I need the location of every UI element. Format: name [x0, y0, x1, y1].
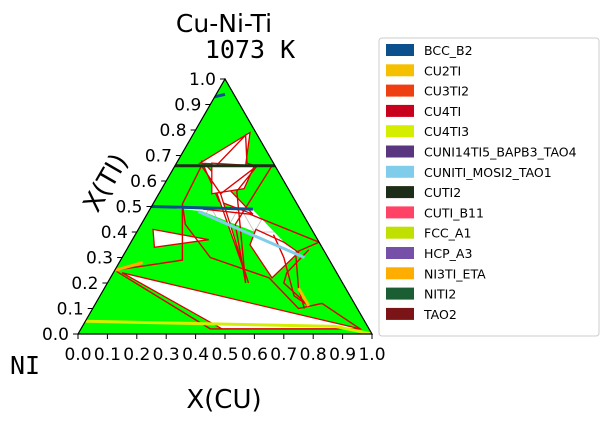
- legend-label: NI3TI_ETA: [424, 266, 486, 281]
- legend-label: CU3TI2: [424, 84, 469, 99]
- legend-label: CUNI14TI5_BAPB3_TAO4: [424, 145, 577, 160]
- legend-swatch: [386, 64, 414, 77]
- phase-line: [151, 205, 253, 211]
- legend-swatch: [386, 247, 414, 259]
- y-tick-label: 0.8: [160, 121, 187, 141]
- legend-swatch: [386, 125, 414, 138]
- x-tick-label: 0.4: [182, 345, 209, 365]
- phase-line: [214, 92, 226, 99]
- legend-swatch: [386, 287, 414, 300]
- phase-boundary-line: [181, 164, 273, 284]
- phase-lines: [85, 92, 372, 334]
- x-ticks: 0.0 0.1 0.2 0.3 0.4 0.5 0.6 0.7 0.8 0.9 1.0: [64, 334, 386, 365]
- legend-items: BCC_B2 CU2TI CU3TI2 CU4TI CU4TI3 CUNI14TI5_BA…: [386, 43, 577, 322]
- chart-title: Cu-Ni-Ti: [176, 9, 272, 38]
- y-tick-label: 0.5: [115, 198, 142, 218]
- phase-gap: [152, 228, 209, 249]
- x-tick-label: 0.0: [64, 345, 91, 365]
- chart-subtitle: 1073 K: [205, 35, 295, 64]
- legend-label: HCP_A3: [424, 246, 472, 261]
- legend-label: CU4TI: [424, 104, 461, 119]
- legend-label: CUNITI_MOSI2_TAO1: [424, 165, 552, 180]
- legend-label: CU2TI: [424, 63, 461, 78]
- x-tick-label: 0.3: [153, 345, 180, 365]
- legend-label: CUTI2: [424, 185, 461, 200]
- x-tick-label: 0.2: [123, 345, 150, 365]
- y-tick-label: 0.0: [42, 325, 69, 345]
- y-tick-label: 0.7: [145, 147, 172, 167]
- legend-label: TAO2: [423, 307, 457, 322]
- y-tick-label: 0.6: [130, 172, 157, 192]
- legend-frame: [378, 37, 600, 337]
- legend-swatch: [386, 44, 414, 56]
- legend-swatch: [386, 186, 414, 199]
- x-tick-label: 0.8: [300, 345, 327, 365]
- y-tick-label: 0.4: [101, 223, 128, 243]
- legend-label: CUTI_B11: [424, 205, 484, 220]
- y-tick-label: 0.9: [174, 96, 201, 116]
- legend-label: FCC_A1: [424, 226, 471, 241]
- x-axis-label: X(CU): [186, 385, 261, 415]
- corner-label-ni: NI: [10, 351, 40, 380]
- x-tick-label: 0.9: [329, 345, 356, 365]
- legend-swatch: [386, 226, 414, 239]
- x-tick-label: 0.5: [211, 345, 238, 365]
- y-tick-label: 0.3: [86, 249, 113, 269]
- phase-line: [297, 287, 311, 307]
- legend-swatch: [386, 84, 414, 97]
- x-tick-label: 0.6: [241, 345, 268, 365]
- legend-swatch: [386, 104, 414, 117]
- phase-boundary-line: [114, 203, 363, 330]
- y-ticks: 0.0 0.1 0.2 0.3 0.4 0.5 0.6 0.7 0.8 0.9 1.0: [42, 70, 225, 345]
- y-tick-label: 1.0: [189, 70, 216, 90]
- phase-line: [114, 261, 144, 272]
- legend-swatch: [386, 165, 414, 178]
- legend-label: CU4TI3: [424, 124, 469, 139]
- legend-label: NITI2: [424, 287, 456, 302]
- legend-swatch: [386, 206, 414, 219]
- two-phase-holes: [121, 131, 361, 330]
- y-tick-label: 0.1: [57, 300, 84, 320]
- x-tick-label: 0.7: [270, 345, 297, 365]
- legend-swatch: [386, 145, 414, 158]
- x-tick-label: 0.1: [94, 345, 121, 365]
- legend-label: BCC_B2: [424, 43, 473, 58]
- phase-line: [197, 210, 305, 259]
- legend-swatch: [386, 267, 414, 280]
- x-tick-label: 1.0: [358, 345, 385, 365]
- legend: BCC_B2 CU2TI CU3TI2 CU4TI CU4TI3 CUNI14TI5_BA…: [378, 37, 600, 337]
- legend-swatch: [386, 307, 414, 320]
- phase-line: [85, 319, 372, 334]
- y-tick-label: 0.2: [71, 274, 98, 294]
